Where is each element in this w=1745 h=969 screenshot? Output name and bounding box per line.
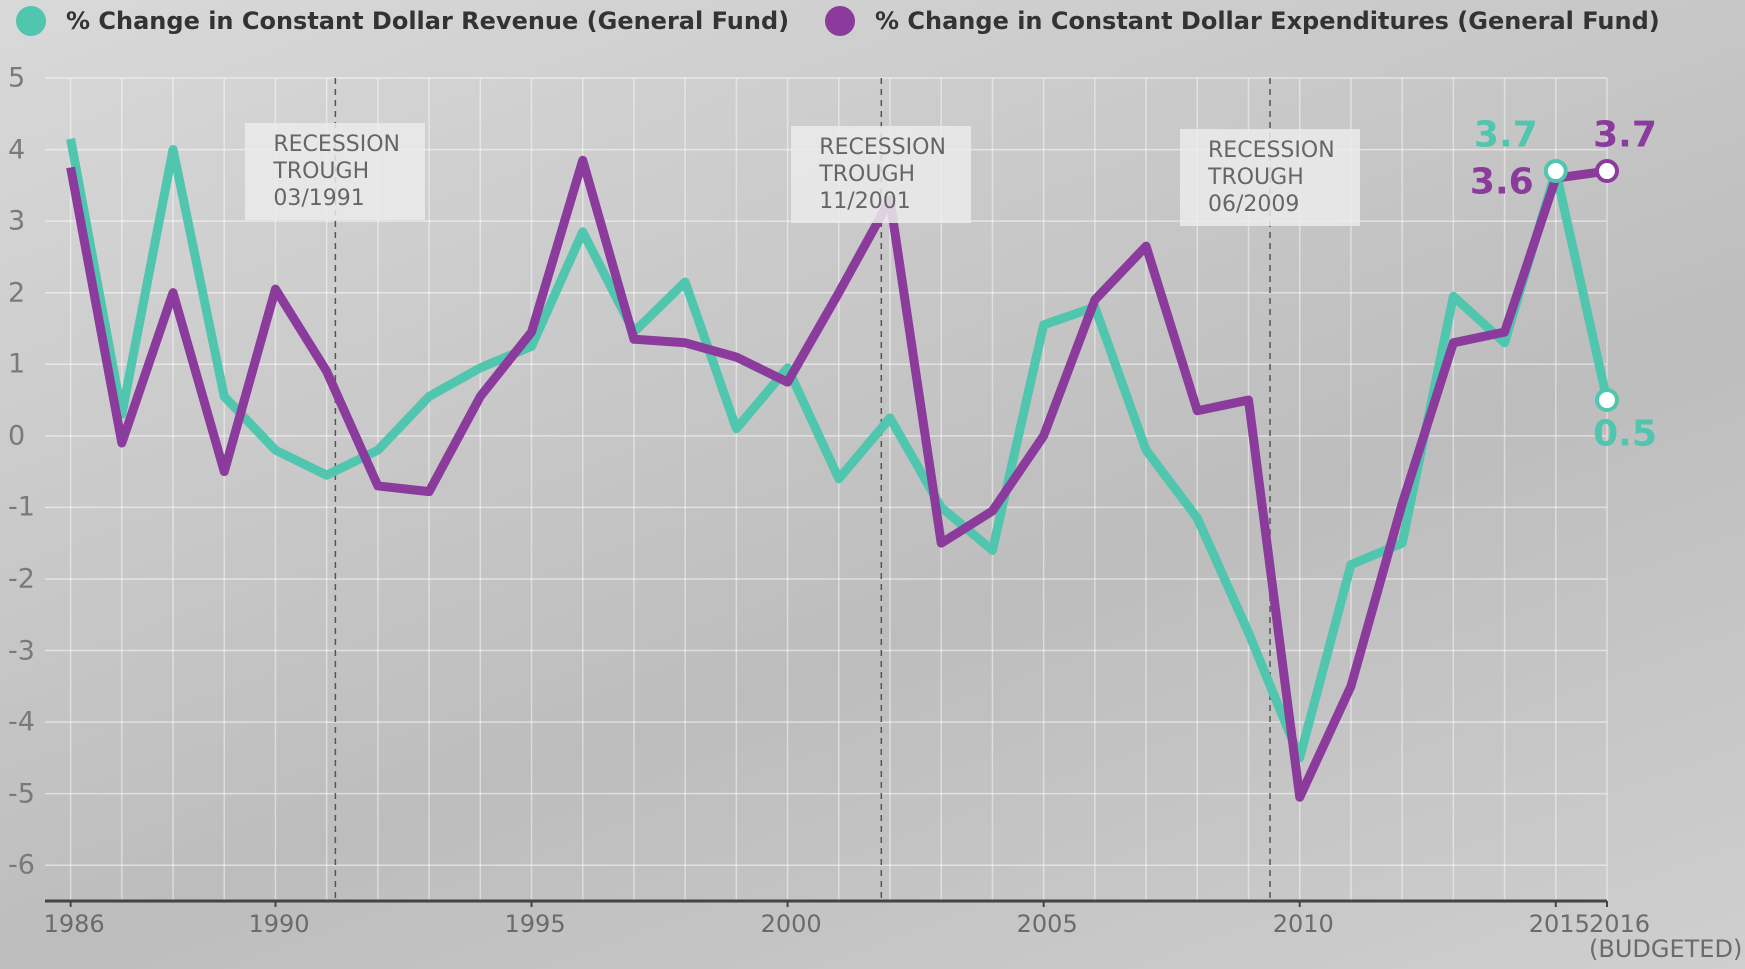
y-tick-label: -3 bbox=[8, 635, 35, 666]
data-label: 0.5 bbox=[1593, 414, 1657, 455]
y-tick-label: 4 bbox=[8, 134, 25, 165]
end-marker bbox=[1597, 161, 1617, 181]
data-label: 3.7 bbox=[1474, 115, 1538, 156]
x-tick-label: 1990 bbox=[248, 912, 309, 937]
x-tick-label: 2000 bbox=[761, 912, 822, 937]
end-marker bbox=[1546, 161, 1566, 181]
y-tick-label: -6 bbox=[8, 850, 35, 881]
data-label: 3.7 bbox=[1593, 115, 1657, 156]
annotation: RECESSION TROUGH 03/1991 bbox=[245, 123, 425, 220]
x-tick-label: 2016 (BUDGETED) bbox=[1589, 912, 1742, 962]
legend-item: % Change in Constant Dollar Expenditures… bbox=[825, 6, 1660, 36]
end-marker bbox=[1597, 390, 1617, 410]
x-tick-label: 2015 bbox=[1529, 912, 1590, 937]
chart: -6 -5 -4 -3 -2 -1 0 1 2 3 4 5 1986 1990 1995 2000 2005 20… bbox=[0, 0, 1745, 969]
annotation: RECESSION TROUGH 06/2009 bbox=[1180, 129, 1360, 226]
y-tick-label: -4 bbox=[8, 707, 35, 738]
y-tick-label: 0 bbox=[8, 420, 25, 451]
x-tick-label: 1995 bbox=[505, 912, 566, 937]
x-tick-label: 1986 bbox=[44, 912, 105, 937]
y-tick-label: 1 bbox=[8, 349, 25, 380]
y-tick-label: 2 bbox=[8, 277, 25, 308]
y-tick-label: -2 bbox=[8, 563, 35, 594]
legend-label: % Change in Constant Dollar Revenue (Gen… bbox=[66, 7, 789, 35]
legend-swatch bbox=[16, 6, 46, 36]
annotation: RECESSION TROUGH 11/2001 bbox=[791, 126, 971, 223]
y-tick-label: 3 bbox=[8, 206, 25, 237]
legend-label: % Change in Constant Dollar Expenditures… bbox=[875, 7, 1660, 35]
y-tick-label: -1 bbox=[8, 492, 35, 523]
x-tick-label: 2010 bbox=[1273, 912, 1334, 937]
legend-swatch bbox=[825, 6, 855, 36]
x-tick-label: 2005 bbox=[1017, 912, 1078, 937]
y-tick-label: 5 bbox=[8, 63, 25, 94]
y-tick-label: -5 bbox=[8, 778, 35, 809]
legend-item: % Change in Constant Dollar Revenue (Gen… bbox=[16, 6, 789, 36]
data-label: 3.6 bbox=[1470, 162, 1534, 203]
